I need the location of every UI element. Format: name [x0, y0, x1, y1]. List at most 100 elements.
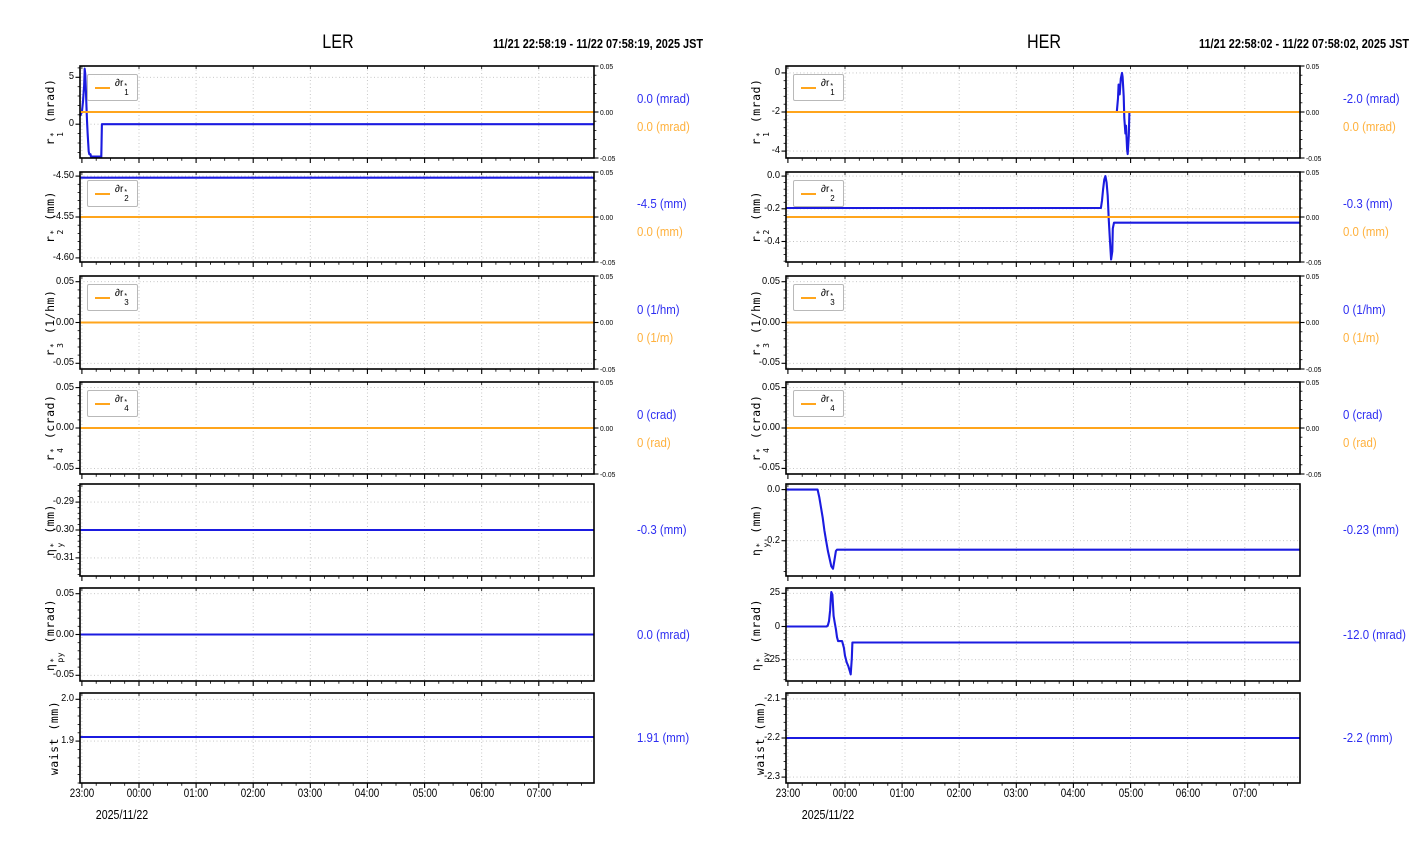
label-base: ∂r: [115, 394, 124, 405]
plot-canvas-ler-eta-y: [75, 483, 595, 581]
value-label-r4-blue: 0 (crad): [637, 407, 677, 422]
x-tick-label: 07:00: [526, 788, 551, 800]
y-tick-label: 0.00: [56, 421, 74, 433]
y-tick-label: -2.3: [764, 770, 780, 783]
label-subscript: 1: [124, 88, 129, 97]
legend-box-r2: ∂r * 2: [87, 180, 138, 207]
value-label-r2-blue: -4.5 (mm): [637, 196, 687, 211]
label-base: ∂r: [115, 288, 124, 299]
legend-label: ∂r * 3: [821, 288, 836, 307]
label-sup-sub-stack: * py: [755, 651, 771, 663]
label-sup-sub-stack: * 3: [755, 342, 771, 347]
plot-canvas-ler-r4: [75, 381, 599, 479]
label-subscript: 2: [762, 229, 771, 235]
y-axis-label-eta-y: η * y (mm): [749, 504, 771, 556]
plot-canvas-her-eta-py: [781, 587, 1301, 686]
y-tick-label: -0.31: [52, 550, 74, 563]
label-superscript: *: [124, 291, 128, 300]
value-label-r1-orange: 0.0 (mrad): [1343, 119, 1396, 134]
plot-canvas-her-r4: [781, 381, 1305, 479]
label-base: ∂r: [821, 78, 830, 89]
label-subscript: 4: [830, 404, 835, 413]
plot-canvas-her-eta-y: [781, 483, 1301, 581]
right-y-tick-label: -0.05: [1306, 257, 1322, 267]
label-sup-sub-stack: * 4: [830, 397, 835, 413]
x-tick-label: 00:00: [126, 788, 152, 800]
right-y-tick-label: 0.00: [1306, 318, 1320, 327]
label-base: r: [749, 235, 763, 243]
plot-canvas-her-r3: [781, 275, 1305, 374]
series-line-eta-py-blue: [786, 590, 1301, 676]
y-tick-label: 0.00: [56, 627, 74, 640]
label-sup-sub-stack: * 3: [124, 291, 128, 307]
label-sup-sub-stack: * 3: [49, 342, 65, 347]
label-unit: (crad): [749, 394, 763, 447]
right-y-tick-label: -0.05: [1306, 469, 1322, 479]
label-base: η: [43, 663, 57, 671]
y-axis-label-r4: r * 4 (crad): [43, 395, 65, 462]
y-axis-label-r1: r * 1 (mrad): [43, 79, 65, 146]
value-label-eta-py-blue: 0.0 (mrad): [637, 626, 690, 642]
y-axis-label-r2: r * 2 (mm): [43, 191, 65, 243]
y-tick-label: 0.05: [762, 274, 780, 287]
label-unit: (mrad): [749, 78, 763, 131]
legend-label: ∂r * 2: [821, 184, 836, 203]
y-tick-label: -0.29: [52, 495, 74, 508]
x-tick-label: 23:00: [69, 788, 95, 800]
label-unit: (mrad): [43, 598, 57, 651]
label-sup-sub-stack: * 4: [49, 448, 65, 453]
y-tick-label: -4.60: [52, 250, 74, 263]
plot-border: [785, 483, 1301, 577]
y-axis-label-r4: r * 4 (crad): [749, 395, 771, 462]
label-subscript: 2: [830, 194, 835, 203]
label-base: η: [749, 663, 763, 671]
label-unit: (1/hm): [43, 289, 57, 342]
y-tick-label: -2.2: [764, 731, 780, 743]
date-label-her: 2025/11/22: [801, 808, 855, 822]
right-y-tick-label: 0.00: [600, 423, 614, 433]
label-superscript: *: [830, 397, 834, 406]
legend-line-sample: [95, 86, 110, 89]
series-line-r1-blue: [786, 71, 1301, 156]
label-unit: (mm): [43, 191, 57, 229]
legend-label: ∂r * 3: [115, 288, 130, 307]
value-label-r4-blue: 0 (crad): [1343, 407, 1383, 422]
y-tick-label: -25: [766, 652, 780, 665]
plot-canvas-her-r1: [781, 65, 1305, 163]
right-y-tick-label: 0.00: [1306, 423, 1320, 433]
label-superscript: *: [124, 81, 128, 90]
series-line-r2-blue: [786, 175, 1301, 261]
value-label-eta-y-blue: -0.23 (mm): [1343, 522, 1399, 537]
label-base: ∂r: [115, 184, 124, 195]
legend-box-r1: ∂r * 1: [793, 74, 844, 101]
x-tick-label: 03:00: [1004, 788, 1029, 800]
y-tick-label: -0.2: [764, 533, 780, 546]
legend-line-sample: [801, 402, 816, 405]
y-tick-label: 25: [769, 586, 780, 599]
y-tick-label: -4.55: [52, 210, 74, 222]
value-label-r3-blue: 0 (1/hm): [1343, 301, 1386, 317]
y-tick-label: -4: [771, 144, 780, 157]
time-range-label-her: 11/21 22:58:02 - 11/22 07:58:02, 2025 JS…: [1198, 36, 1409, 51]
label-unit: (1/hm): [749, 289, 763, 342]
chart-title-ler: LER: [322, 32, 354, 53]
label-sup-sub-stack: * 2: [124, 188, 128, 203]
x-tick-label: 07:00: [1232, 788, 1257, 800]
panel-her: HER 11/21 22:58:02 - 11/22 07:58:02, 2025…: [706, 0, 1412, 864]
y-axis-label-waist: waist (mm): [753, 701, 767, 775]
label-unit: (mm): [43, 504, 57, 542]
label-sup-sub-stack: * 1: [49, 132, 65, 137]
label-superscript: *: [830, 81, 834, 90]
label-base: ∂r: [821, 184, 830, 195]
right-y-tick-label: -0.05: [600, 257, 616, 267]
value-label-r2-blue: -0.3 (mm): [1343, 196, 1393, 211]
y-axis-label-r2: r * 2 (mm): [749, 191, 771, 243]
label-subscript: 3: [830, 298, 835, 307]
right-y-tick-label: 0.05: [1306, 377, 1320, 387]
label-subscript: py: [762, 651, 771, 663]
label-unit: (mrad): [749, 598, 763, 651]
label-base: r: [43, 348, 57, 356]
value-label-waist-blue: 1.91 (mm): [637, 730, 690, 745]
label-base: r: [749, 348, 763, 356]
